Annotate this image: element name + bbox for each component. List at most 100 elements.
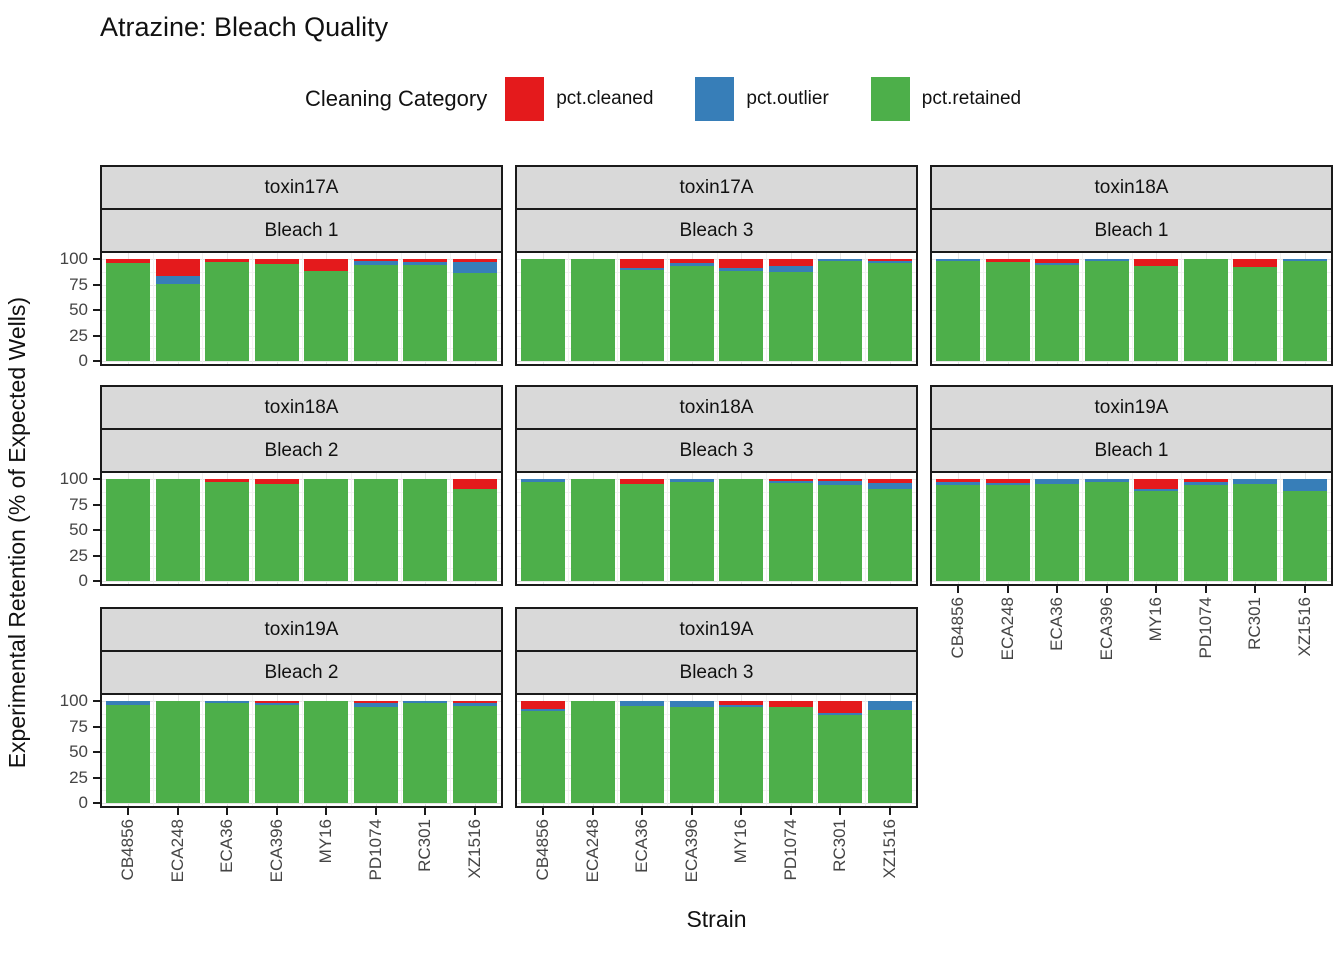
bar-segment-pct-outlier [353, 703, 398, 708]
facet-strip-bleach-toxin18a-bleach-3-text: Bleach 3 [679, 439, 754, 461]
bar-segment-pct-outlier [868, 261, 912, 264]
facet-strip-bleach-toxin19a-bleach-2: Bleach 2 [100, 650, 503, 695]
bar-ECA396 [1084, 479, 1129, 581]
gridline-minor-x [351, 695, 353, 806]
gridline-minor-x [450, 473, 452, 584]
y-tick-label-text: 100 [59, 249, 88, 268]
y-tick-label: 50 [40, 742, 88, 762]
gridline-minor-x [351, 253, 353, 364]
y-tick [93, 503, 100, 506]
bar-segment-pct-retained [669, 266, 714, 361]
y-tick [93, 776, 100, 779]
bar-segment-pct-outlier [768, 481, 813, 484]
y-tick-label: 25 [40, 768, 88, 788]
facet-strip-bleach-toxin19a-bleach-3-text: Bleach 3 [679, 661, 754, 683]
bar-segment-pct-outlier [521, 709, 565, 712]
y-tick [93, 751, 100, 753]
bar-segment-pct-outlier [936, 259, 980, 262]
bar-segment-pct-retained [521, 482, 565, 581]
bar-MY16 [719, 701, 764, 803]
x-tick [641, 808, 644, 815]
bar-MY16 [719, 259, 764, 361]
gridline-minor-x [1131, 253, 1133, 364]
gridline-minor-x [251, 695, 253, 806]
y-tick-label-text: 0 [78, 571, 88, 590]
x-tick [542, 808, 544, 815]
y-tick-label: 25 [40, 326, 88, 346]
bar-segment-pct-retained [719, 271, 764, 361]
bar-segment-pct-retained [254, 264, 299, 361]
gridline-minor-x [1181, 253, 1183, 364]
y-tick-label-text: 25 [69, 545, 88, 565]
bar-segment-pct-cleaned [868, 479, 912, 484]
bar-segment-pct-cleaned [1035, 259, 1080, 264]
facet-strip-toxin-toxin18a-bleach-3: toxin18A [515, 385, 918, 430]
bar-segment-pct-outlier [1035, 263, 1080, 266]
gridline-minor-x [351, 473, 353, 584]
bar-segment-pct-retained [521, 259, 565, 361]
x-tick-label-text: ECA248 [997, 597, 1017, 661]
bar-segment-pct-cleaned [205, 259, 250, 263]
bar-segment-pct-cleaned [936, 479, 980, 483]
y-tick-label-text: 75 [69, 494, 88, 514]
legend-label: pct.cleaned [556, 88, 654, 109]
bar-ECA248 [155, 701, 200, 803]
gridline-minor-x [1181, 473, 1183, 584]
y-tick-label-text: 75 [69, 716, 88, 736]
bar-RC301 [818, 701, 863, 803]
bar-segment-pct-retained [106, 263, 150, 361]
facet-strip-toxin-toxin17a-bleach-1-text: toxin17A [264, 176, 339, 198]
bar-ECA396 [669, 701, 714, 803]
x-tick-label-text: ECA36 [217, 819, 237, 873]
bar-MY16 [719, 479, 764, 581]
gridline-minor-x [617, 253, 619, 364]
y-tick [93, 309, 100, 311]
bar-segment-pct-outlier [1035, 479, 1080, 485]
x-tick-label: ECA248 [168, 819, 188, 882]
y-tick-label-text: 50 [69, 300, 88, 319]
bar-segment-pct-retained [155, 701, 200, 803]
bar-XZ1516 [453, 259, 497, 361]
facet-strip-bleach-toxin17a-bleach-1-text: Bleach 1 [264, 219, 339, 241]
y-tick-label: 50 [40, 520, 88, 540]
bar-MY16 [1134, 479, 1179, 581]
bar-ECA248 [570, 701, 615, 803]
legend-label: pct.outlier [746, 88, 829, 109]
bar-ECA36 [205, 479, 250, 581]
bar-CB4856 [936, 479, 980, 581]
x-tick [591, 808, 594, 815]
y-tick-label-text: 100 [59, 691, 88, 710]
bar-segment-pct-retained [1134, 491, 1179, 581]
bar-XZ1516 [868, 701, 912, 803]
facet-strip-bleach-toxin19a-bleach-1: Bleach 1 [930, 428, 1333, 473]
gridline-minor-x [1032, 473, 1034, 584]
bar-ECA248 [570, 259, 615, 361]
bar-segment-pct-retained [453, 273, 497, 361]
bar-segment-pct-retained [936, 485, 980, 581]
x-tick [957, 586, 959, 593]
x-tick-label: ECA36 [217, 819, 237, 873]
x-tick-label: ECA396 [1097, 597, 1117, 660]
gridline-minor-x [1230, 253, 1232, 364]
bar-ECA396 [1084, 259, 1129, 361]
gridline-minor-x [716, 695, 718, 806]
bar-segment-pct-retained [669, 707, 714, 803]
bar-segment-pct-outlier [403, 701, 448, 704]
bar-ECA36 [1035, 479, 1080, 581]
bar-segment-pct-outlier [669, 479, 714, 483]
gridline-minor-x [716, 253, 718, 364]
y-tick-label: 75 [40, 717, 88, 737]
bar-segment-pct-outlier [620, 268, 665, 271]
gridline-minor-x [1280, 473, 1282, 584]
bar-RC301 [403, 701, 448, 803]
facet-plot-toxin17a-bleach-3 [515, 251, 918, 366]
gridline-minor-x [666, 473, 668, 584]
gridline-minor-x [766, 473, 768, 584]
y-tick-label: 0 [40, 793, 88, 813]
facet-plot-toxin19a-bleach-3 [515, 693, 918, 808]
y-tick [93, 258, 100, 260]
gridline-minor-x [865, 695, 867, 806]
x-tick [889, 808, 891, 815]
bar-segment-pct-retained [1283, 261, 1327, 361]
bar-ECA248 [570, 479, 615, 581]
